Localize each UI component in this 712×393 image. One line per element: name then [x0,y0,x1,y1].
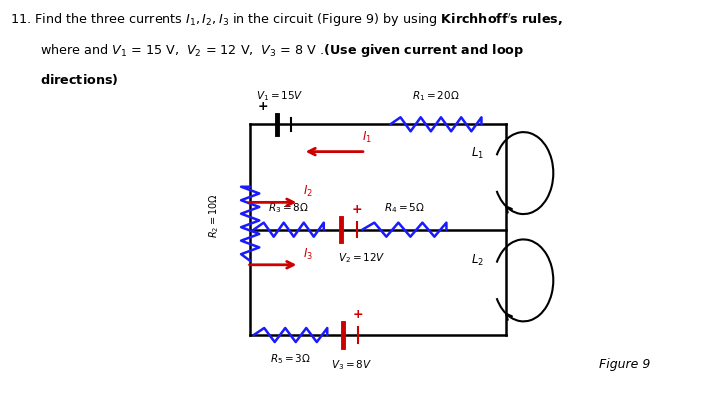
Text: +: + [353,309,363,321]
Text: where and $V_1$ = 15 V,  $V_2$ = 12 V,  $V_3$ = 8 V .$\mathbf{(Use\ given\ curre: where and $V_1$ = 15 V, $V_2$ = 12 V, $V… [40,42,524,59]
Text: $I_2$: $I_2$ [303,184,313,199]
Text: $R_1=20\Omega$: $R_1=20\Omega$ [412,89,460,103]
Text: $L_1$: $L_1$ [471,146,484,161]
Text: $R_3=8\Omega$: $R_3=8\Omega$ [268,201,309,215]
Text: +: + [258,99,268,113]
Text: $R_2=10\Omega$: $R_2=10\Omega$ [207,194,221,239]
Text: 11. Find the three currents $\mathit{I}_1, \mathit{I}_2, \mathit{I}_3$ in the ci: 11. Find the three currents $\mathit{I}_… [11,11,563,29]
Text: $I_3$: $I_3$ [303,246,313,262]
Text: $V_2=12V$: $V_2=12V$ [338,251,386,265]
Text: +: + [352,203,362,216]
Text: $I_1$: $I_1$ [362,130,372,145]
Text: $V_1=15V$: $V_1=15V$ [256,89,304,103]
Text: $R_4=5\Omega$: $R_4=5\Omega$ [384,201,425,215]
Text: $V_3=8V$: $V_3=8V$ [330,358,372,372]
Text: Figure 9: Figure 9 [600,358,651,371]
Text: $\mathbf{directions)}$: $\mathbf{directions)}$ [40,72,119,87]
Text: $R_5=3\Omega$: $R_5=3\Omega$ [270,353,311,366]
Text: $L_2$: $L_2$ [471,253,484,268]
